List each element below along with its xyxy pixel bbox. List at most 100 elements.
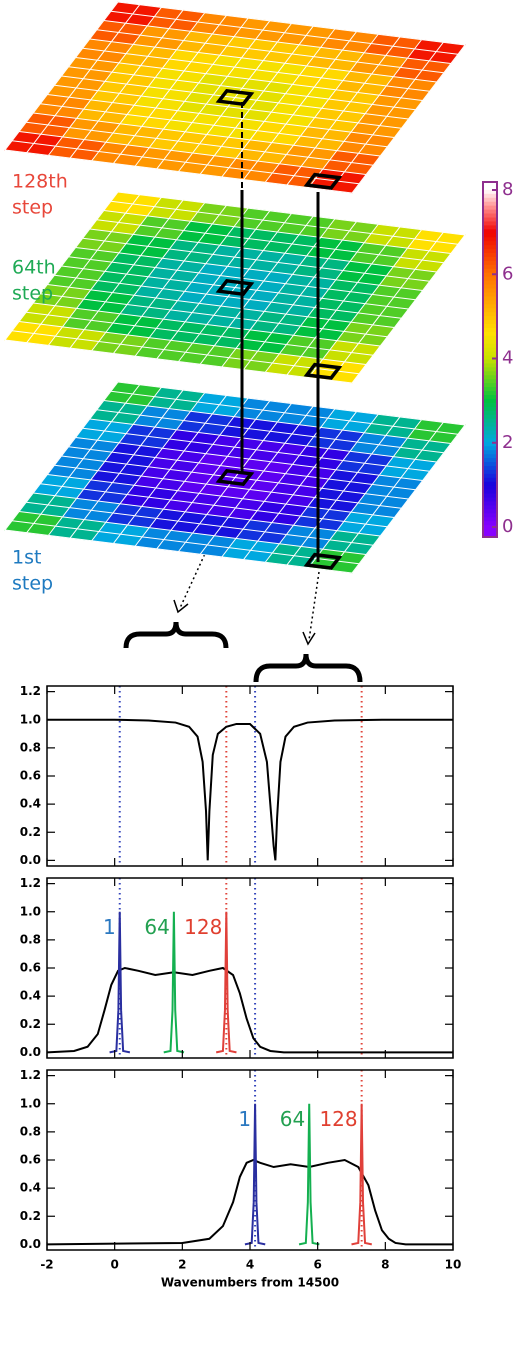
colorbar-swatch <box>483 213 497 218</box>
grid-line <box>264 33 379 183</box>
colorbar-swatch <box>483 288 497 293</box>
grid-line <box>54 464 402 509</box>
colorbar-swatch <box>483 371 497 376</box>
colorbar-swatch <box>483 209 497 215</box>
grid-line <box>243 31 357 180</box>
y-tick-label: 1.2 <box>20 684 41 698</box>
colorbar-swatch <box>483 446 497 451</box>
colorbar-swatch <box>483 521 497 526</box>
grid-line <box>308 419 423 568</box>
colorbar-swatch <box>483 383 497 388</box>
y-tick-label: 0.6 <box>20 961 41 975</box>
colorbar-swatch <box>483 241 497 246</box>
colorbar-swatch <box>483 201 497 207</box>
colorbar-swatch <box>483 260 497 266</box>
colorbar-swatch <box>483 264 497 270</box>
y-tick-label: 0.2 <box>20 1017 41 1031</box>
colorbar-swatch <box>483 485 497 491</box>
colorbar-swatch <box>483 430 497 435</box>
plot-area <box>47 1070 453 1250</box>
line <box>109 911 131 1054</box>
peak-label: 128 <box>184 915 222 939</box>
colorbar-swatch <box>483 296 497 301</box>
colorbar-swatch <box>483 469 497 475</box>
brace <box>253 653 363 683</box>
grid-line <box>264 223 379 373</box>
grid-line <box>47 474 395 518</box>
colorbar-swatch <box>483 324 497 329</box>
colorbar-swatch <box>483 529 497 534</box>
pixel-marker <box>303 172 343 190</box>
colorbar-swatch <box>483 304 497 309</box>
grid-line <box>33 302 381 347</box>
y-tick-label: 1.0 <box>20 904 41 918</box>
grid-line <box>199 215 314 365</box>
colorbar-swatch <box>483 473 497 479</box>
colorbar-swatch <box>483 316 497 321</box>
colorbar-swatch <box>483 197 497 203</box>
line <box>47 1158 453 1246</box>
grid-line <box>308 39 423 188</box>
step-label: step <box>12 197 53 219</box>
peak-label: 1 <box>238 1107 251 1131</box>
colorbar-swatch <box>483 442 497 447</box>
colorbar-swatch <box>483 256 497 262</box>
colorbar-swatch <box>483 343 497 349</box>
colorbar-swatch <box>483 406 497 412</box>
step-label: step <box>12 283 53 305</box>
colorbar-swatch <box>483 284 497 289</box>
colorbar-swatch <box>483 426 497 431</box>
colorbar-swatch <box>483 225 497 230</box>
brace <box>123 621 229 649</box>
y-tick-label: 0.4 <box>20 1181 41 1195</box>
colorbar-swatch <box>483 402 497 408</box>
colorbar-swatch <box>483 466 497 471</box>
colorbar-swatch <box>483 438 497 443</box>
colorbar-swatch <box>483 268 497 274</box>
grid-line <box>286 416 401 566</box>
layer <box>4 381 466 574</box>
colorbar-swatch <box>483 497 497 502</box>
colorbar-swatch <box>483 347 497 353</box>
grid-line <box>4 149 353 194</box>
x-tick-label: 8 <box>381 1258 389 1272</box>
colorbar-swatch <box>483 454 497 459</box>
grid-line <box>4 339 353 384</box>
peak-label: 128 <box>319 1107 357 1131</box>
colorbar-swatch <box>483 395 497 400</box>
colorbar-swatch <box>483 253 497 258</box>
grid-line <box>40 293 388 338</box>
layer <box>4 1 466 194</box>
peak-label: 64 <box>280 1107 305 1131</box>
colorbar-swatch <box>483 525 497 530</box>
grid-line <box>47 94 395 138</box>
grid-line <box>40 103 388 148</box>
grid-line <box>264 413 379 563</box>
grid-line <box>286 226 401 376</box>
x-tick-label: 0 <box>110 1258 118 1272</box>
peak-label: 1 <box>103 915 116 939</box>
y-tick-label: 0.0 <box>20 1237 41 1251</box>
colorbar-swatch <box>483 501 497 506</box>
grid-line <box>4 529 353 574</box>
line <box>47 966 453 1054</box>
x-tick-label: 4 <box>246 1258 254 1272</box>
y-tick-label: 1.2 <box>20 1068 41 1082</box>
colorbar-swatch <box>483 481 497 487</box>
colorbar-tick-label: 8 <box>502 179 513 200</box>
grid-line <box>26 501 374 546</box>
y-tick-label: 0.6 <box>20 769 41 783</box>
arrow-head <box>302 631 316 646</box>
arrow-line <box>308 571 320 641</box>
colorbar-swatch <box>483 462 497 467</box>
colorbar-swatch <box>483 422 497 428</box>
colorbar-swatch <box>483 292 497 297</box>
step-label: 1st <box>12 547 41 569</box>
colorbar-swatch <box>483 217 497 222</box>
colorbar-swatch <box>483 391 497 396</box>
colorbar-swatch <box>483 359 497 364</box>
colorbar-swatch <box>483 505 497 510</box>
colorbar-swatch <box>483 237 497 242</box>
panel: 1 64 128 0.0 0.2 0.4 0.6 0.8 1.0 1.2 -2 0 2 4 6 8 10 Wave… <box>20 1068 462 1289</box>
